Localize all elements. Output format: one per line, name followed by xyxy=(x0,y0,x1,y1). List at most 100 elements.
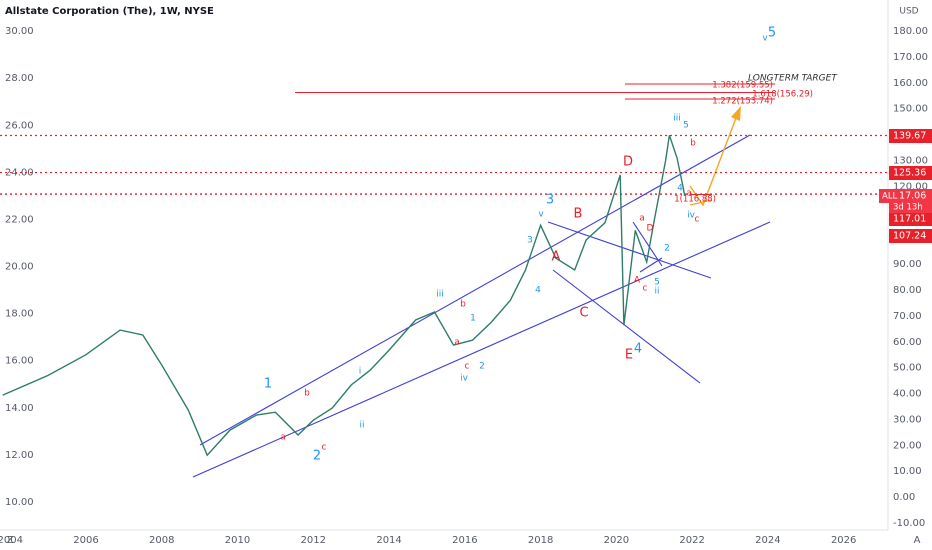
wave-label: A xyxy=(634,276,641,286)
toolbar-button[interactable]: A xyxy=(914,535,921,546)
wave-label: b xyxy=(690,139,696,149)
wave-label: 4 xyxy=(535,286,541,296)
x-tick-label: 2022 xyxy=(679,535,704,546)
wave-label: iv xyxy=(460,374,469,384)
wave-label: b xyxy=(304,389,310,399)
wave-label: D xyxy=(623,155,633,170)
x-tick-label: 2014 xyxy=(376,535,401,546)
x-tick-label: 2020 xyxy=(604,535,629,546)
wave-label: a xyxy=(639,214,645,224)
wave-label: C xyxy=(579,306,588,321)
wave-label: c xyxy=(465,362,470,372)
wave-label: iv xyxy=(687,211,696,221)
price-box xyxy=(889,212,932,226)
y2-tick-label: 40.00 xyxy=(893,389,922,400)
price-box-label: 139.67 xyxy=(893,131,926,142)
wave-label: ii xyxy=(359,421,364,431)
wave-label: B xyxy=(574,207,583,222)
y2-tick-label: 150.00 xyxy=(893,104,928,115)
y-tick-label: 28.00 xyxy=(5,73,34,84)
trendline xyxy=(632,221,663,267)
fib-label: 1.618(156.29) xyxy=(752,90,813,100)
y2-tick-label: 70.00 xyxy=(893,311,922,322)
wave-label: ii xyxy=(654,287,659,297)
y2-tick-label: 130.00 xyxy=(893,156,928,167)
price-box xyxy=(889,166,932,180)
price-box-label: 117.01 xyxy=(893,214,926,225)
price-box-label: 125.36 xyxy=(893,168,926,179)
y-tick-label: 16.00 xyxy=(5,356,34,367)
projection-arrow xyxy=(689,117,737,207)
trendline xyxy=(552,269,701,384)
wave-label: 4 xyxy=(634,342,642,357)
price-box xyxy=(889,229,932,243)
wave-label: 1 xyxy=(264,377,272,392)
x-tick-label: 2018 xyxy=(528,535,553,546)
symbol-box xyxy=(879,189,898,203)
y-tick-label: 18.00 xyxy=(5,309,34,320)
wave-label: v xyxy=(762,34,768,44)
wave-label: 2 xyxy=(313,449,321,464)
y-tick-label: 24.00 xyxy=(5,167,34,178)
wave-label: iii xyxy=(673,114,681,124)
price-box-label: 117.06 xyxy=(893,191,926,202)
x-tick-label: 2010 xyxy=(225,535,250,546)
y-tick-label: 22.00 xyxy=(5,214,34,225)
wave-label: 5 xyxy=(654,278,660,288)
wave-label: A xyxy=(552,250,561,265)
wave-label: b xyxy=(460,300,466,310)
price-box xyxy=(889,129,932,143)
y2-tick-label: 20.00 xyxy=(893,440,922,451)
wave-label: a xyxy=(686,189,692,199)
y2-tick-label: 160.00 xyxy=(893,78,928,89)
wave-label: iii xyxy=(436,290,444,300)
trendline xyxy=(547,221,712,279)
wave-label: c xyxy=(695,215,700,225)
wave-label: 3 xyxy=(546,193,554,208)
wave-label: 2 xyxy=(664,244,670,254)
y2-tick-label: 60.00 xyxy=(893,337,922,348)
chart-title: Allstate Corporation (The), 1W, NYSE xyxy=(5,6,214,17)
x-tick-label: 2006 xyxy=(73,535,98,546)
price-box xyxy=(889,189,932,203)
wave-label: E xyxy=(625,348,633,363)
y-tick-label: 14.00 xyxy=(5,403,34,414)
y2-tick-label: 120.00 xyxy=(893,181,928,192)
x-tick-label: 2012 xyxy=(301,535,326,546)
wave-label: 5 xyxy=(768,26,776,41)
x-tick-label: 2016 xyxy=(452,535,477,546)
price-line xyxy=(2,134,686,457)
price-box-label: 107.24 xyxy=(893,231,926,242)
x-tick-label: 2008 xyxy=(149,535,174,546)
y-tick-label: 12.00 xyxy=(5,450,34,461)
arrow-head xyxy=(731,106,741,121)
y2-tick-label: 50.00 xyxy=(893,363,922,374)
wave-label: 2 xyxy=(479,362,485,372)
fib-label: 1.382(159.55) xyxy=(712,81,773,91)
target-label: LONGTERM TARGET xyxy=(748,74,838,84)
countdown: 3d 13h xyxy=(893,203,923,213)
y2-tick-label: 10.00 xyxy=(893,466,922,477)
wave-label: 3 xyxy=(527,236,533,246)
wave-label: D xyxy=(647,224,654,234)
toolbar-button[interactable]: Z xyxy=(7,535,14,546)
y-tick-label: 20.00 xyxy=(5,262,34,273)
symbol-label: ALL xyxy=(882,192,898,202)
wave-label: 1 xyxy=(470,314,476,324)
channel-lower xyxy=(192,221,771,478)
projection-tick xyxy=(689,199,713,206)
channel-upper xyxy=(199,134,751,446)
fib-label: 1(116.88) xyxy=(674,195,716,205)
y2-tick-label: -10.00 xyxy=(893,518,925,529)
wave-label: i xyxy=(359,367,362,377)
y2-tick-label: 90.00 xyxy=(893,259,922,270)
y2-tick-label: 0.00 xyxy=(893,492,915,503)
wave-label: a xyxy=(280,433,286,443)
currency: USD xyxy=(899,7,918,17)
fib-label: 1.272(153.74) xyxy=(712,97,773,107)
countdown-box xyxy=(889,201,932,213)
y2-tick-label: 80.00 xyxy=(893,285,922,296)
trendlines xyxy=(192,134,771,478)
